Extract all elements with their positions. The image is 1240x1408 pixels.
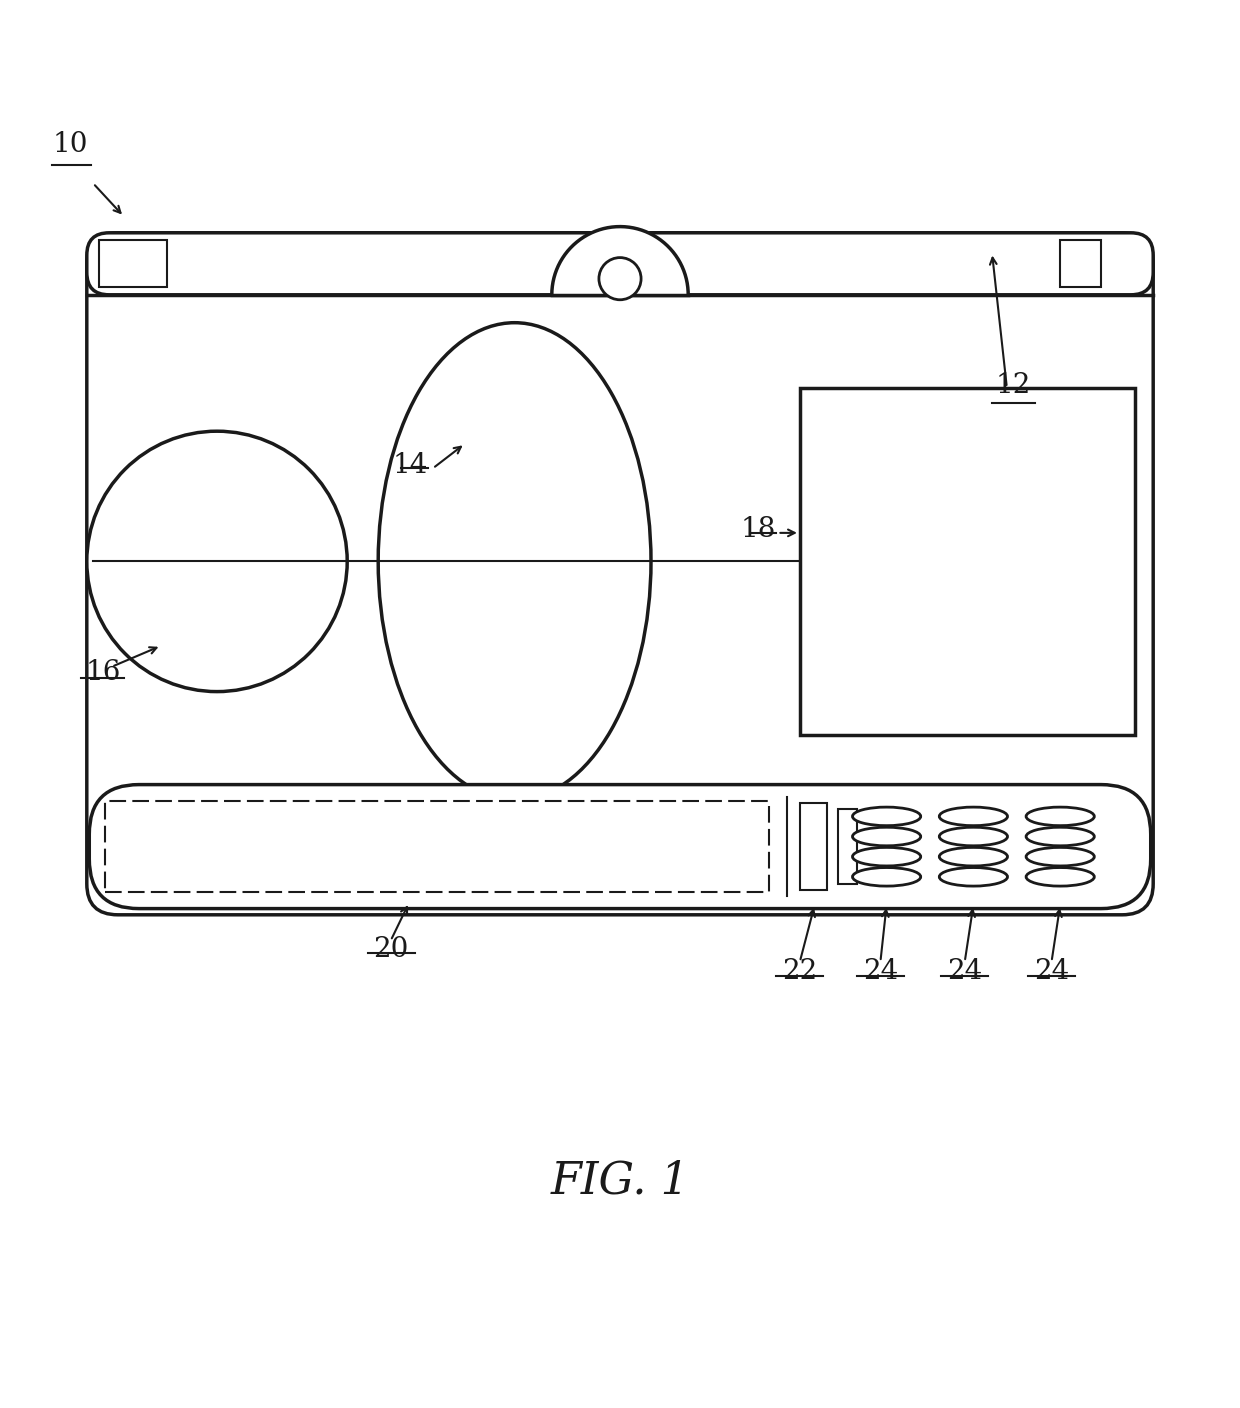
Text: FIG. 1: FIG. 1 (551, 1160, 689, 1202)
Ellipse shape (852, 867, 920, 886)
Polygon shape (552, 227, 688, 294)
Text: 14: 14 (392, 452, 428, 479)
Text: 24: 24 (947, 959, 982, 986)
Text: 24: 24 (863, 959, 898, 986)
Bar (99, 241, 167, 287)
Bar (838, 810, 857, 884)
Bar (1060, 241, 1101, 287)
Ellipse shape (852, 828, 920, 846)
Ellipse shape (1027, 807, 1094, 825)
Text: 10: 10 (53, 131, 88, 159)
Text: 18: 18 (740, 515, 776, 542)
Ellipse shape (940, 848, 1008, 866)
Circle shape (599, 258, 641, 300)
Ellipse shape (852, 807, 920, 825)
Bar (105, 801, 769, 893)
Ellipse shape (940, 807, 1008, 825)
Ellipse shape (852, 848, 920, 866)
Text: 24: 24 (1034, 959, 1069, 986)
Ellipse shape (1027, 848, 1094, 866)
Bar (800, 387, 1135, 735)
Ellipse shape (378, 322, 651, 800)
Ellipse shape (940, 867, 1008, 886)
Ellipse shape (1027, 867, 1094, 886)
Text: 12: 12 (996, 372, 1030, 398)
Text: 16: 16 (86, 659, 120, 687)
Ellipse shape (940, 828, 1008, 846)
FancyBboxPatch shape (87, 232, 1153, 294)
Ellipse shape (1027, 828, 1094, 846)
FancyBboxPatch shape (89, 784, 1151, 908)
FancyBboxPatch shape (87, 232, 1153, 915)
Text: 20: 20 (373, 936, 408, 963)
Circle shape (87, 431, 347, 691)
Text: 22: 22 (782, 959, 817, 986)
Bar (800, 803, 827, 890)
